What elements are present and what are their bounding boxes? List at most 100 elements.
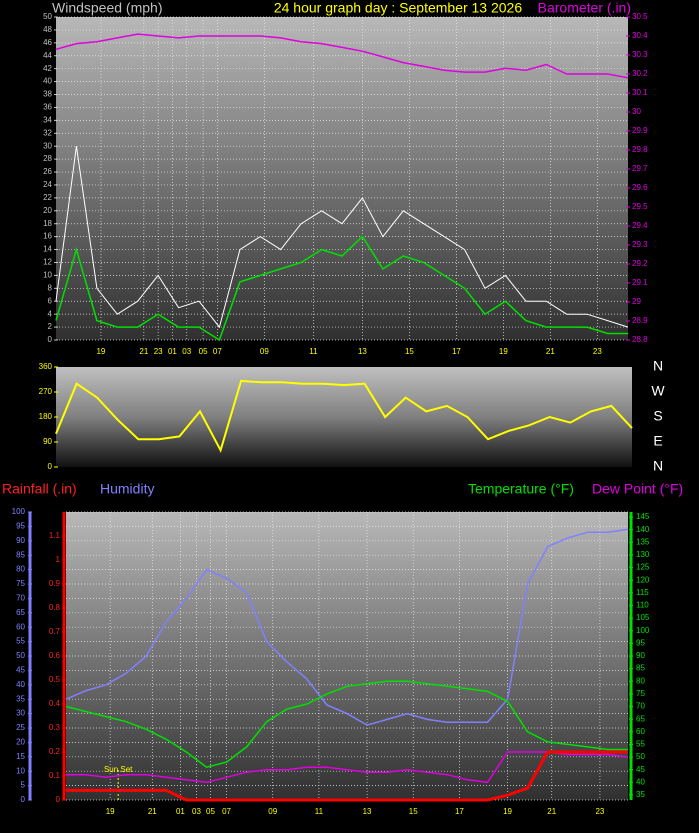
x-tick-label: 23 xyxy=(593,347,602,356)
y-tick-label: 65 xyxy=(16,608,25,617)
y2-tick-label: 40 xyxy=(636,777,645,786)
y-tick-label: 46 xyxy=(43,38,52,47)
y2-tick-label: 28.8 xyxy=(632,335,648,344)
y2-tick-label: 29.6 xyxy=(632,183,648,192)
y2-tick-label: 50 xyxy=(636,752,645,761)
x-tick-label: 15 xyxy=(409,807,418,816)
y2-tick-label: 60 xyxy=(636,727,645,736)
y-tick-label: 25 xyxy=(16,723,25,732)
y-tick-label: 15 xyxy=(16,752,25,761)
y-tick-label: 0 xyxy=(48,335,53,344)
y-tick-label: 24 xyxy=(43,180,52,189)
y-tick-label: 10 xyxy=(16,766,25,775)
y-tick-label: 45 xyxy=(16,666,25,675)
y2-tick-label: 30.1 xyxy=(632,88,648,97)
y-tick-label: 100 xyxy=(12,507,26,516)
y2-tick-label: 105 xyxy=(636,613,650,622)
y2-tick-label: 85 xyxy=(636,664,645,673)
y-tick-label: 75 xyxy=(16,579,25,588)
barometer-axis-label: Barometer (.in) xyxy=(538,0,631,16)
x-tick-label: 11 xyxy=(315,807,324,816)
y2-tick-label: 90 xyxy=(636,651,645,660)
y-tick-label: 5 xyxy=(21,781,26,790)
x-tick-label: 19 xyxy=(106,807,115,816)
x-tick-label: 09 xyxy=(268,807,277,816)
y-tick-label: 44 xyxy=(43,51,52,60)
x-tick-label: 19 xyxy=(503,807,512,816)
y3-tick-label: 0.1 xyxy=(49,771,61,780)
y2-tick-label: 29.4 xyxy=(632,221,648,230)
y3-tick-label: 0 xyxy=(56,795,61,804)
y2-tick-label: 145 xyxy=(636,512,650,521)
y-tick-label: 90 xyxy=(43,437,52,446)
x-tick-label: 11 xyxy=(309,347,318,356)
y-tick-label: 40 xyxy=(16,680,25,689)
y2-tick-label: 45 xyxy=(636,765,645,774)
y2-tick-label: E xyxy=(653,433,662,449)
x-tick-label: 01 xyxy=(176,807,185,816)
x-tick-label: 13 xyxy=(363,807,372,816)
x-tick-label: 17 xyxy=(455,807,464,816)
y2-tick-label: 65 xyxy=(636,714,645,723)
x-tick-label: 01 xyxy=(168,347,177,356)
x-tick-label: 15 xyxy=(405,347,414,356)
series-line xyxy=(55,33,629,79)
temperature-axis-label: Temperature (°F) xyxy=(468,481,574,497)
y-tick-label: 90 xyxy=(16,536,25,545)
y2-tick-label: 30 xyxy=(632,107,641,116)
series-line xyxy=(66,751,629,784)
chart-title: 24 hour graph day : September 13 2026 xyxy=(274,0,523,16)
y-tick-label: 18 xyxy=(43,219,52,228)
wind-axis-label: Windspeed (mph) xyxy=(52,0,163,16)
y-tick-label: 30 xyxy=(43,141,52,150)
y2-tick-label: 100 xyxy=(636,626,650,635)
y-tick-label: 95 xyxy=(16,522,25,531)
y2-tick-label: 29.7 xyxy=(632,164,648,173)
y-tick-label: 0 xyxy=(48,462,53,471)
y-tick-label: 85 xyxy=(16,550,25,559)
series-line xyxy=(55,235,628,342)
y2-tick-label: 110 xyxy=(636,601,649,610)
x-tick-label: 07 xyxy=(213,347,222,356)
y3-tick-label: 1 xyxy=(56,555,61,564)
y2-tick-label: 115 xyxy=(636,588,649,597)
x-tick-label: 23 xyxy=(154,347,163,356)
y-tick-label: 26 xyxy=(43,167,52,176)
y2-tick-label: 35 xyxy=(636,790,645,799)
y-tick-label: 360 xyxy=(39,362,53,371)
y-tick-label: 2 xyxy=(48,322,53,331)
x-tick-label: 17 xyxy=(452,347,461,356)
y2-tick-label: 120 xyxy=(636,575,650,584)
y2-tick-label: 80 xyxy=(636,676,645,685)
y2-tick-label: 29.9 xyxy=(632,126,648,135)
y2-tick-label: 30.5 xyxy=(632,12,648,21)
y2-tick-label: 75 xyxy=(636,689,645,698)
y-tick-label: 12 xyxy=(43,258,52,267)
y2-tick-label: 135 xyxy=(636,537,650,546)
x-tick-label: 03 xyxy=(192,807,201,816)
series-line xyxy=(66,750,628,802)
x-tick-label: 23 xyxy=(595,807,604,816)
series-line xyxy=(65,528,629,726)
plot-area xyxy=(56,367,632,467)
y2-tick-label: 95 xyxy=(636,638,645,647)
y2-tick-label: 29.3 xyxy=(632,240,648,249)
y-tick-label: 4 xyxy=(48,309,53,318)
y-tick-label: 42 xyxy=(43,64,52,73)
y2-tick-label: N xyxy=(653,458,663,474)
y-tick-label: 80 xyxy=(16,565,25,574)
y-tick-label: 6 xyxy=(48,296,53,305)
y-tick-label: 34 xyxy=(43,115,52,124)
x-tick-label: 21 xyxy=(139,347,148,356)
y-tick-label: 14 xyxy=(43,245,52,254)
y3-tick-label: 0.9 xyxy=(49,579,61,588)
y2-tick-label: 29.2 xyxy=(632,259,648,268)
y-tick-label: 40 xyxy=(43,77,52,86)
y2-tick-label: 28.9 xyxy=(632,316,648,325)
series-line xyxy=(65,680,628,769)
y-tick-label: 30 xyxy=(16,709,25,718)
rain-axis-label: Rainfall (.in) xyxy=(2,481,77,497)
y-tick-label: 20 xyxy=(43,206,52,215)
